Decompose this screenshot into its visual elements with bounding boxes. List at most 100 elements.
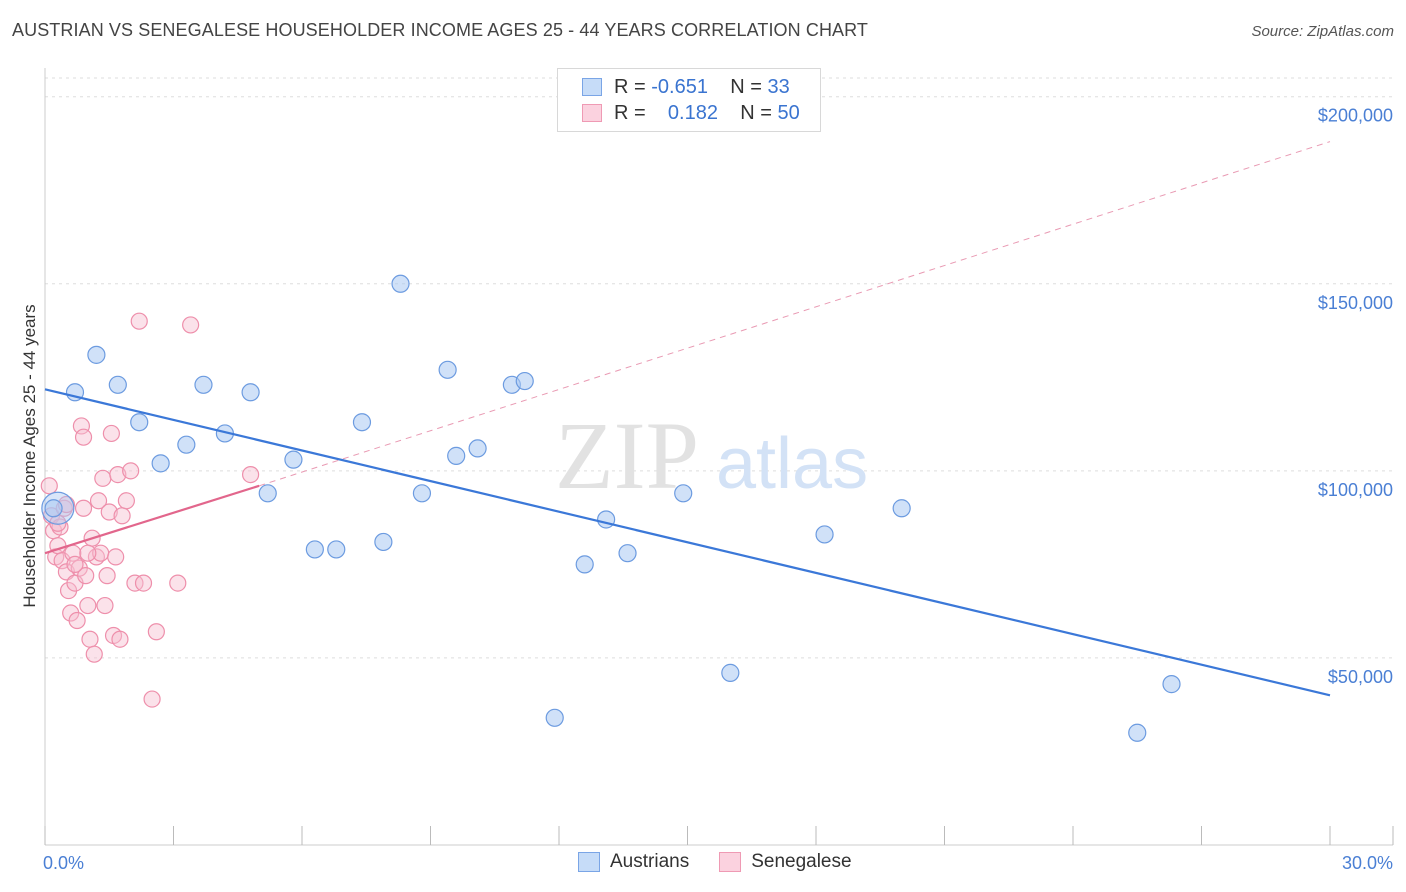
senegalese-point — [85, 645, 103, 663]
senegalese-point — [122, 462, 140, 480]
senegalese-point — [134, 574, 153, 592]
senegalese-point — [66, 555, 84, 573]
legend-item-senegalese[interactable]: Senegalese — [719, 851, 852, 873]
trend-lines — [44, 388, 1331, 697]
austrian-point — [284, 450, 303, 469]
senegalese-swatch — [719, 852, 742, 872]
austrian-point — [305, 540, 324, 559]
austrian-point — [545, 708, 564, 727]
austrian-point — [151, 454, 170, 473]
austrian-points — [44, 274, 1181, 742]
senegalese-point — [79, 596, 97, 615]
legend-r-value: 0.182 — [667, 101, 718, 124]
senegalese-point — [130, 312, 148, 330]
legend-n-value: 50 — [777, 101, 800, 124]
austrian-point — [241, 383, 260, 402]
correlation-legend: R = -0.651 N = 33 R = 0.182 N = 50 — [557, 68, 821, 132]
senegalese-point — [107, 548, 125, 566]
senegalese-point — [96, 596, 114, 615]
source-label: Source: ZipAtlas.com — [1251, 23, 1394, 40]
y-tick-label: $100,000 — [1318, 480, 1393, 500]
senegalese-trend-extension — [259, 141, 1331, 487]
senegalese-point — [77, 567, 95, 585]
senegalese-point — [79, 544, 97, 562]
legend-row-austrians: R = -0.651 N = 33 — [582, 75, 790, 99]
senegalese-label: Senegalese — [751, 851, 852, 872]
austrian-point — [515, 371, 534, 391]
senegalese-point — [182, 316, 200, 334]
senegalese-point — [169, 574, 187, 592]
austrian-point — [674, 484, 693, 503]
legend-n-label: N = — [730, 75, 762, 98]
austrian-point — [130, 413, 149, 432]
austrian-point — [108, 375, 127, 394]
y-tick-label: $150,000 — [1318, 293, 1393, 313]
legend-r-label: R = — [614, 101, 646, 124]
austrian-point — [44, 499, 63, 518]
legend-n-label: N = — [740, 101, 772, 124]
senegalese-point — [109, 465, 127, 484]
x-tick-label-max: 30.0% — [1342, 853, 1393, 873]
legend-r-value: -0.651 — [651, 75, 708, 98]
x-tick-label-min: 0.0% — [43, 853, 84, 873]
senegalese-point — [111, 630, 129, 648]
senegalese-point — [74, 499, 93, 517]
austrian-point — [412, 484, 432, 503]
austrian-point — [258, 484, 277, 503]
senegalese-trend-dashed — [259, 141, 1331, 487]
legend-n-value: 33 — [767, 75, 790, 98]
legend-swatch-pink — [582, 104, 602, 122]
axes — [44, 68, 1394, 846]
austrians-swatch — [578, 852, 600, 872]
y-tick-label: $200,000 — [1318, 106, 1393, 126]
watermark: ZIP atlas — [555, 402, 868, 509]
austrian-point — [575, 555, 594, 574]
austrian-point — [194, 375, 213, 394]
watermark-atlas: atlas — [716, 424, 868, 504]
senegalese-point — [98, 567, 116, 585]
chart-title: AUSTRIAN VS SENEGALESE HOUSEHOLDER INCOM… — [12, 20, 869, 40]
grid-lines — [45, 77, 1393, 659]
legend-item-austrians[interactable]: Austrians — [578, 851, 689, 873]
austrian-point — [618, 544, 637, 563]
senegalese-trend-line — [44, 484, 260, 555]
austrian-point — [1162, 675, 1181, 694]
senegalese-point — [94, 469, 112, 487]
senegalese-points — [40, 312, 260, 708]
austrian-point — [721, 663, 740, 682]
austrian-point — [177, 435, 196, 454]
y-tick-label: $50,000 — [1328, 667, 1393, 687]
senegalese-point — [117, 492, 135, 510]
y-tick-labels: $50,000 $100,000 $150,000 $200,000 — [1318, 106, 1393, 687]
senegalese-point — [89, 492, 108, 510]
austrians-label: Austrians — [610, 851, 690, 872]
austrian-point — [391, 274, 410, 293]
senegalese-point — [113, 507, 131, 525]
austrian-point — [87, 345, 106, 364]
senegalese-point — [74, 428, 93, 446]
y-axis-label: Householder Income Ages 25 - 44 years — [20, 304, 39, 607]
austrian-point — [468, 439, 487, 458]
legend-r-label: R = — [614, 75, 646, 98]
senegalese-point — [147, 623, 165, 641]
austrian-point — [892, 499, 911, 518]
legend-swatch-blue — [582, 78, 602, 96]
austrian-point — [1128, 723, 1147, 742]
senegalese-point — [143, 690, 161, 708]
senegalese-point — [68, 611, 86, 630]
austrian-point — [815, 525, 834, 544]
austrian-trend-line — [44, 388, 1331, 697]
senegalese-point — [81, 630, 99, 648]
senegalese-point — [100, 503, 118, 521]
austrian-point — [374, 532, 393, 552]
austrian-point — [327, 540, 346, 559]
senegalese-point — [242, 465, 260, 484]
senegalese-point — [40, 477, 58, 495]
austrian-point — [352, 413, 372, 432]
austrian-point — [438, 360, 457, 379]
legend-row-senegalese: R = 0.182 N = 50 — [582, 101, 800, 125]
senegalese-point — [102, 424, 120, 443]
austrian-point — [447, 446, 466, 465]
series-legend: Austrians Senegalese — [578, 851, 882, 873]
